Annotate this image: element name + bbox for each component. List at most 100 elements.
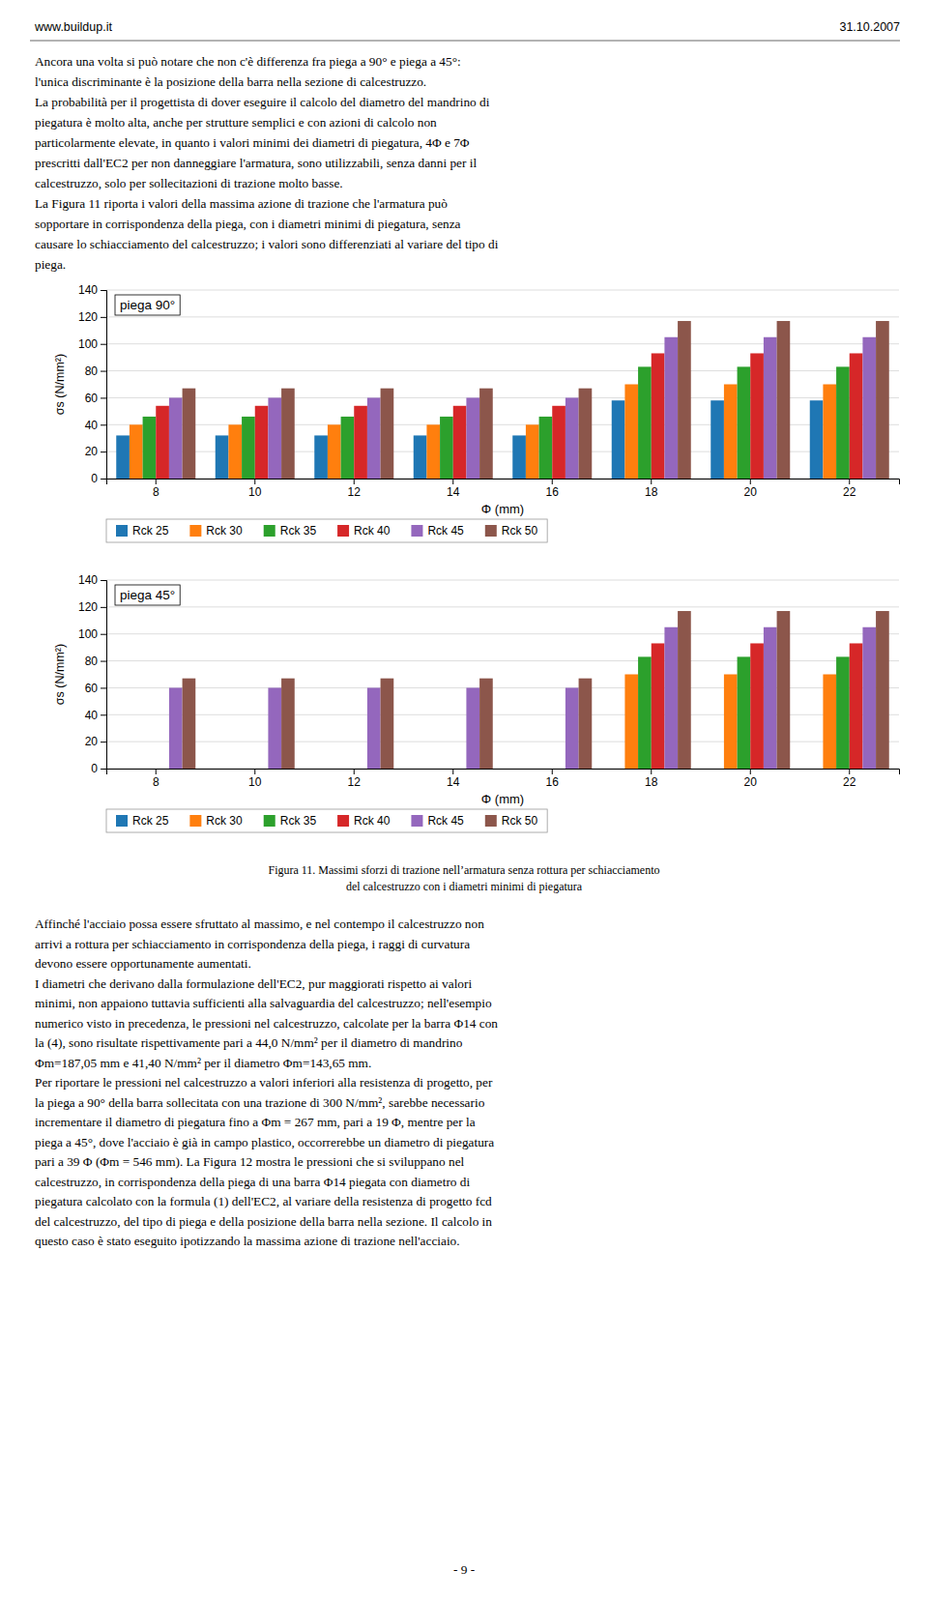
bar: [169, 397, 183, 479]
x-tick: 20: [744, 478, 758, 499]
text-bottom-line: Per riportare le pressioni nel calcestru…: [34, 1074, 493, 1090]
x-tick-mark: [155, 478, 157, 485]
x-tick-label: 14: [446, 485, 461, 499]
bar: [624, 674, 638, 770]
text-top-line: Ancora una volta si può notare che non c…: [34, 54, 462, 69]
y-tick: 20: [85, 734, 107, 749]
bar: [143, 768, 157, 770]
bar-series: [182, 320, 890, 479]
bar: [314, 768, 328, 770]
y-tick: 120: [78, 310, 107, 324]
grid-line: [106, 606, 899, 608]
y-tick-mark: [100, 741, 107, 743]
bar: [241, 416, 256, 479]
legend-swatch: [485, 814, 497, 827]
text-top-line: causare lo schiacciamento del calcestruz…: [34, 236, 499, 252]
x-tick-label: 22: [842, 485, 857, 499]
bar: [314, 435, 328, 479]
bar: [822, 384, 837, 480]
bar: [737, 656, 752, 769]
bars: [169, 610, 890, 769]
y-tick-label: 80: [85, 364, 99, 378]
bar: [116, 435, 130, 479]
text-top-line: l'unica discriminante è la posizione del…: [34, 74, 427, 89]
bar: [439, 416, 454, 479]
page: www.buildup.it31.10.2007Ancora una volta…: [0, 0, 928, 1600]
y-tick-mark: [100, 687, 107, 689]
bar: [810, 400, 824, 479]
bar: [512, 435, 526, 479]
bar: [439, 768, 454, 770]
y-tick: 80: [85, 364, 107, 378]
x-tick: 14: [446, 768, 461, 789]
x-tick: 14: [446, 478, 461, 499]
legend-item: Rck 30: [189, 523, 243, 538]
y-tick-label: 140: [78, 283, 98, 297]
y-tick: 140: [78, 573, 107, 587]
bar: [611, 768, 626, 770]
y-tick: 100: [78, 627, 107, 641]
caption-line: Figura 11. Massimi sforzi di trazione ne…: [267, 863, 660, 877]
bar: [116, 768, 130, 770]
legend-swatch: [337, 524, 349, 537]
x-tick-label: 14: [446, 775, 461, 789]
text-bottom-line: pari a 39 Φ (Φm = 546 mm). La Figura 12 …: [34, 1154, 465, 1169]
y-axis-line: [100, 580, 108, 770]
y-axis-title: σs (N/mm²): [53, 353, 67, 415]
x-tick: 20: [744, 768, 758, 789]
y-tick-mark: [100, 580, 107, 581]
y-tick-label: 20: [85, 734, 99, 749]
bar: [750, 642, 764, 769]
bar: [479, 388, 493, 479]
legend-swatch: [189, 524, 202, 537]
bar: [413, 768, 428, 770]
bar-series: [169, 627, 876, 769]
bar: [664, 337, 678, 479]
chart-title-frame: [115, 294, 180, 316]
bar-series: [143, 366, 850, 479]
bar: [143, 416, 157, 479]
x-tick-label: 8: [152, 485, 160, 499]
bar: [341, 768, 355, 770]
bar: [677, 610, 692, 769]
legend-item: Rck 35: [263, 813, 318, 828]
text-bottom-line: calcestruzzo, in corrispondenza della pi…: [34, 1174, 470, 1189]
y-tick-mark: [100, 714, 107, 716]
text-bottom-line: incrementare il diametro di piegatura fi…: [34, 1114, 476, 1130]
x-tick-label: 12: [348, 485, 362, 499]
y-tick-mark: [100, 634, 107, 636]
text-bottom-line: minimi, non appaiono tuttavia sufficient…: [34, 995, 493, 1011]
y-tick-label: 20: [85, 444, 99, 459]
y-tick: 140: [78, 283, 107, 297]
text-top-line: particolarmente elevate, in quanto i val…: [34, 135, 470, 150]
bar-series: [129, 384, 837, 480]
bar: [822, 674, 837, 770]
x-tick-label: 18: [644, 485, 659, 499]
x-tick: 16: [546, 768, 560, 789]
bar: [453, 768, 467, 770]
bar: [267, 687, 282, 769]
text-bottom-line: del calcestruzzo, del tipo di piega e de…: [34, 1214, 493, 1229]
x-tick: 10: [248, 768, 262, 789]
y-tick: 120: [78, 600, 107, 614]
text-bottom-line: Φm=187,05 mm e 41,40 N/mm² per il diamet…: [34, 1055, 372, 1071]
y-tick-mark: [100, 607, 107, 609]
page-header-right: 31.10.2007: [839, 20, 900, 34]
legend-label: Rck 45: [427, 523, 464, 538]
y-tick: 80: [85, 654, 107, 668]
bar: [426, 768, 440, 770]
bar: [579, 678, 593, 769]
grid: [106, 580, 899, 769]
legend-item: Rck 25: [116, 813, 170, 828]
bar: [255, 768, 269, 770]
legend-swatch: [410, 524, 423, 537]
legend-label: Rck 50: [501, 813, 539, 828]
text-top-line: piegatura è molto alta, anche per strutt…: [34, 115, 437, 130]
x-tick: 18: [644, 768, 659, 789]
caption: Figura 11. Massimi sforzi di trazione ne…: [267, 863, 660, 894]
legend-label: Rck 25: [132, 813, 170, 828]
bar: [353, 406, 368, 479]
grid: [106, 290, 899, 479]
legend-label: Rck 40: [353, 523, 391, 538]
x-tick-label: 16: [546, 775, 560, 789]
